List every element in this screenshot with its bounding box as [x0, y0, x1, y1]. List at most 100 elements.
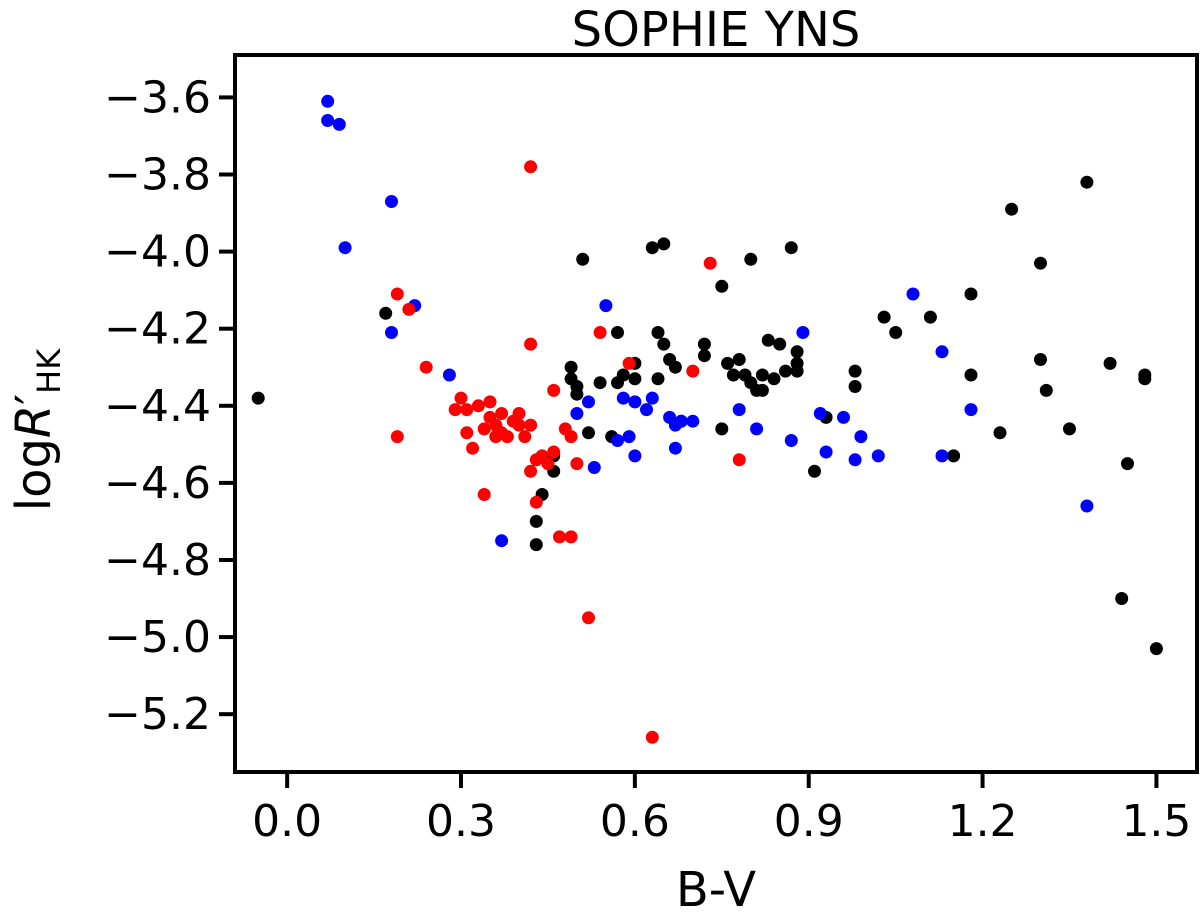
point-s0-40 — [755, 368, 769, 382]
point-s2-20 — [512, 418, 526, 432]
point-s1-12 — [599, 299, 613, 313]
point-s0-63 — [1039, 383, 1053, 397]
y-axis-title-main: log — [6, 438, 62, 511]
point-s0-37 — [744, 252, 758, 266]
point-s0-7 — [564, 360, 578, 374]
x-tick-label-2: 0.6 — [600, 796, 670, 847]
point-s0-70 — [1138, 372, 1152, 386]
point-s0-59 — [993, 426, 1007, 440]
y-axis-title: logR′HK — [6, 348, 68, 512]
point-s2-12 — [483, 395, 497, 409]
point-s2-9 — [471, 399, 485, 413]
point-s1-24 — [686, 414, 700, 428]
point-s1-22 — [668, 441, 682, 455]
point-s1-33 — [854, 430, 868, 444]
point-s2-35 — [564, 530, 578, 544]
y-tick-label-6: −4.8 — [104, 535, 211, 586]
point-s2-25 — [524, 464, 538, 478]
point-s1-4 — [385, 195, 398, 208]
point-s0-62 — [1034, 353, 1047, 366]
point-s0-51 — [848, 364, 862, 378]
point-s2-23 — [524, 418, 538, 432]
point-s2-31 — [547, 383, 561, 397]
point-s0-39 — [755, 383, 769, 397]
point-s1-34 — [871, 449, 885, 463]
point-s0-45 — [784, 241, 798, 255]
point-s0-21 — [657, 237, 671, 251]
point-s2-16 — [495, 407, 509, 420]
point-s0-67 — [1115, 592, 1129, 605]
point-s0-34 — [732, 353, 746, 366]
point-s0-29 — [697, 349, 711, 363]
x-tick-label-3: 0.9 — [774, 796, 844, 847]
point-s1-28 — [796, 326, 810, 339]
point-s1-23 — [674, 414, 688, 428]
point-s1-17 — [628, 449, 642, 463]
point-s1-18 — [640, 403, 653, 417]
point-s0-12 — [582, 426, 595, 440]
point-s0-46 — [790, 345, 804, 359]
point-s1-9 — [570, 407, 584, 420]
point-s0-17 — [616, 368, 630, 382]
point-s0-71 — [1149, 642, 1163, 656]
point-s0-60 — [1005, 202, 1019, 216]
point-s0-10 — [570, 387, 584, 401]
x-tick-label-5: 1.5 — [1121, 796, 1191, 847]
point-s0-41 — [761, 333, 775, 347]
y-tick-label-8: −5.2 — [104, 689, 211, 740]
point-s1-26 — [750, 422, 764, 436]
point-s1-31 — [837, 410, 850, 424]
point-s2-3 — [419, 360, 433, 374]
point-s1-30 — [819, 445, 833, 459]
point-s2-39 — [593, 326, 607, 339]
point-s2-21 — [512, 407, 526, 420]
point-s0-56 — [947, 449, 961, 463]
point-s2-38 — [582, 611, 595, 625]
point-s0-57 — [964, 287, 978, 301]
point-s0-3 — [529, 538, 543, 552]
point-s1-7 — [442, 368, 456, 382]
point-s0-13 — [593, 376, 607, 390]
point-s0-68 — [1121, 457, 1134, 471]
axis-ticks: 0.0 0.3 0.6 0.9 1.2 1.5 −3.6 −3.8 −4.0 −4.2 −4.4 −4… — [104, 72, 1191, 847]
point-s2-11 — [477, 488, 491, 501]
y-tick-label-3: −4.2 — [104, 304, 211, 355]
point-s0-33 — [726, 368, 740, 382]
point-s2-40 — [622, 356, 636, 370]
point-s1-19 — [645, 391, 659, 405]
point-s0-24 — [651, 372, 665, 386]
point-s2-36 — [564, 430, 578, 444]
point-s0-52 — [848, 380, 862, 393]
y-tick-label-5: −4.6 — [104, 458, 211, 509]
point-s2-10 — [477, 422, 491, 436]
point-s2-33 — [553, 530, 566, 544]
point-s0-61 — [1034, 256, 1047, 270]
point-s1-35 — [906, 287, 920, 301]
x-tick-label-0: 0.0 — [252, 796, 322, 847]
point-s1-3 — [338, 241, 352, 255]
point-s0-28 — [697, 337, 711, 351]
point-s0-44 — [779, 364, 792, 378]
y-tick-label-0: −3.6 — [104, 72, 211, 123]
point-s0-48 — [790, 364, 804, 378]
point-s2-18 — [500, 430, 514, 444]
y-axis-title-sub: HK — [30, 348, 68, 394]
point-s0-58 — [964, 368, 978, 382]
point-s0-23 — [657, 337, 671, 351]
point-s1-16 — [628, 395, 642, 409]
point-s0-0 — [251, 391, 265, 405]
point-s1-15 — [622, 430, 636, 444]
point-s1-36 — [935, 449, 949, 463]
point-s2-0 — [390, 287, 404, 301]
y-axis-title-italic: R — [6, 405, 62, 438]
point-s0-20 — [645, 241, 659, 255]
point-s1-14 — [616, 391, 630, 405]
point-s0-66 — [1103, 356, 1117, 370]
point-s1-37 — [935, 345, 949, 359]
point-s1-2 — [332, 117, 346, 131]
point-s0-64 — [1063, 422, 1076, 436]
y-tick-label-7: −5.0 — [104, 612, 211, 663]
point-s0-42 — [767, 372, 781, 386]
point-s1-38 — [964, 403, 978, 417]
